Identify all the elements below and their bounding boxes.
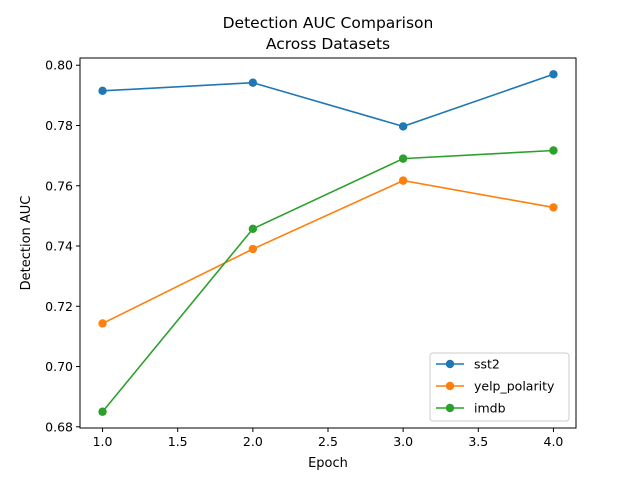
x-axis-ticks: 1.0 1.5 2.0 2.5 3.0 3.5 4.0 (93, 428, 564, 449)
data-point-yelp_polarity (549, 203, 558, 212)
y-axis-label: Detection AUC (19, 196, 34, 291)
chart-title-line-2: Across Datasets (266, 35, 390, 53)
data-point-imdb (248, 224, 258, 234)
x-tick-label: 1.0 (93, 434, 113, 449)
legend-marker-imdb (445, 403, 455, 413)
x-tick-label: 2.5 (318, 434, 338, 449)
y-tick-label: 0.68 (45, 419, 73, 434)
legend-label-sst2: sst2 (474, 357, 500, 372)
data-point-imdb (398, 154, 408, 163)
y-tick-label: 0.74 (45, 239, 73, 254)
y-axis-ticks: 0.68 0.70 0.72 0.74 0.76 0.78 0.80 (45, 58, 80, 434)
legend-marker-sst2 (445, 359, 455, 369)
data-point-sst2 (98, 86, 107, 96)
series-line-imdb (101, 149, 554, 413)
data-point-yelp_polarity (98, 319, 107, 328)
y-tick-label: 0.72 (45, 299, 73, 314)
chart-title-line-1: Detection AUC Comparison (223, 14, 434, 32)
legend-label-imdb: imdb (474, 401, 506, 416)
legend-label-yelp_polarity: yelp_polarity (474, 379, 555, 394)
data-point-yelp_polarity (398, 176, 408, 185)
plot-area (98, 70, 558, 416)
x-tick-label: 1.5 (168, 434, 188, 449)
data-point-sst2 (549, 70, 558, 79)
x-tick-label: 4.0 (544, 434, 564, 449)
x-tick-label: 3.0 (393, 434, 413, 449)
data-point-sst2 (248, 78, 258, 87)
x-axis-label: Epoch (308, 456, 348, 471)
legend-box (429, 352, 570, 422)
data-point-sst2 (398, 122, 408, 131)
legend-marker-yelp_polarity (445, 381, 455, 391)
y-tick-label: 0.78 (45, 118, 73, 133)
y-tick-label: 0.80 (45, 58, 73, 73)
data-point-imdb (549, 146, 558, 155)
x-tick-label: 3.5 (468, 434, 488, 449)
y-tick-label: 0.76 (45, 178, 73, 193)
series-line-sst2 (102, 73, 554, 128)
series-line-yelp_polarity (102, 179, 554, 325)
data-point-imdb (98, 407, 107, 416)
data-point-yelp_polarity (248, 244, 258, 254)
x-tick-label: 2.0 (243, 434, 263, 449)
y-tick-label: 0.70 (45, 359, 73, 374)
